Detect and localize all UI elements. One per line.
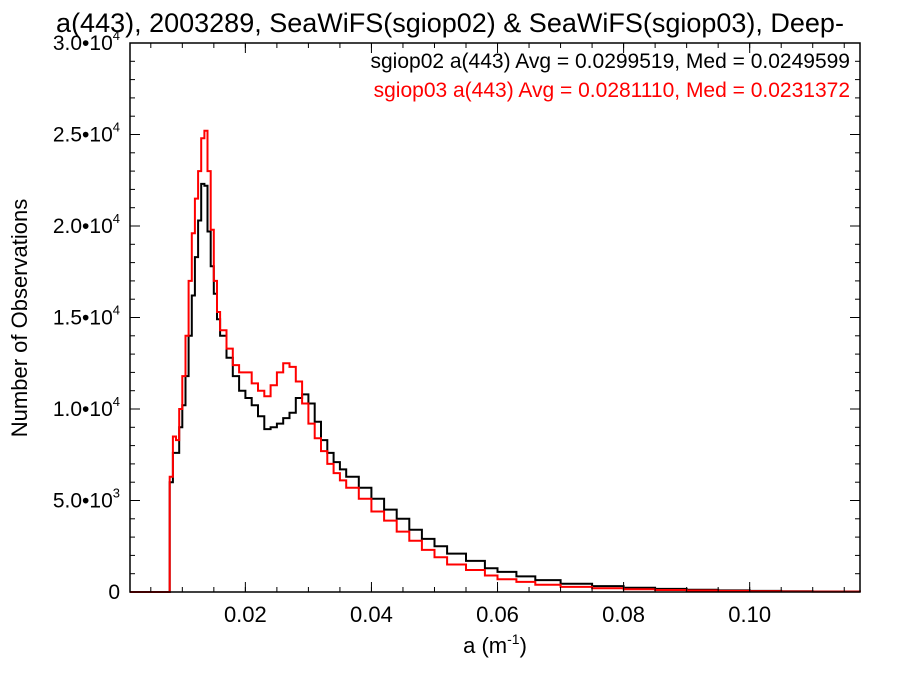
legend-entry-sgiop02: sgiop02 a(443) Avg = 0.0299519, Med = 0.… [370,50,850,73]
y-tick-label: 1.0•104 [53,394,120,421]
y-tick-label: 2.0•104 [53,211,120,238]
series-line-sgiop02 [130,182,861,593]
x-axis: 0.02 0.04 0.06 0.08 0.10 [150,43,845,627]
y-tick-label: 3.0•104 [53,28,120,55]
x-tick-label: 0.04 [350,602,393,627]
y-axis-label: Number of Observations [7,199,32,437]
x-tick-label: 0.08 [602,602,645,627]
chart-title: a(443), 2003289, SeaWiFS(sgiop02) & SeaW… [56,8,844,38]
series-line-sgiop03 [130,129,861,593]
legend: sgiop02 a(443) Avg = 0.0299519, Med = 0.… [370,50,850,102]
plot-frame [129,42,861,593]
y-tick-label: 2.5•104 [53,120,120,147]
plot-area [130,129,861,593]
y-tick-label: 0 [108,581,120,604]
x-tick-label: 0.10 [728,602,771,627]
y-axis: 0 5.0•103 1.0•104 1.5•104 2.0•104 2.5•104 3.0•… [53,28,860,604]
legend-entry-sgiop03: sgiop03 a(443) Avg = 0.0281110, Med = 0.… [374,79,850,102]
y-tick-label: 1.5•104 [53,303,120,330]
y-tick-label: 5.0•103 [53,486,120,513]
x-tick-label: 0.06 [476,602,519,627]
x-tick-label: 0.02 [224,602,267,627]
x-axis-label: a (m-1) [463,631,527,658]
